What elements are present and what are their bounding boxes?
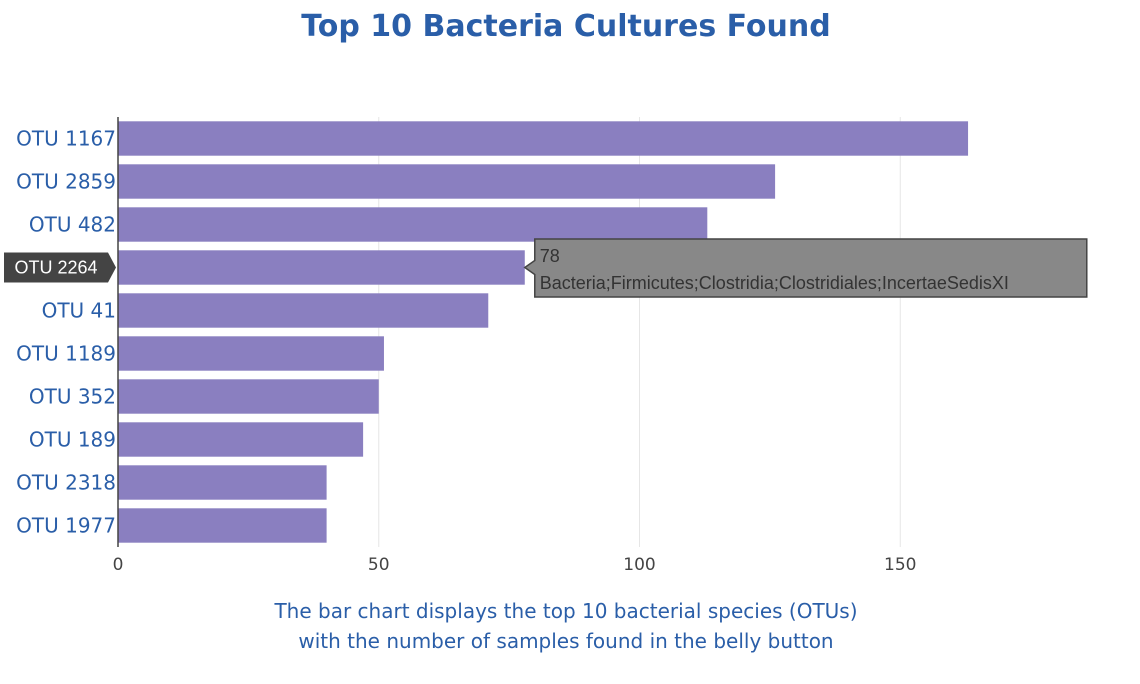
y-tick-label: OTU 189	[29, 428, 116, 452]
bar[interactable]	[118, 465, 327, 500]
chart-title: Top 10 Bacteria Cultures Found	[301, 9, 830, 44]
bar[interactable]	[118, 250, 525, 285]
y-tick-label: OTU 352	[29, 385, 116, 409]
y-tick-label: OTU 482	[29, 213, 116, 237]
bar[interactable]	[118, 336, 384, 371]
bars	[118, 121, 969, 543]
y-tick-labels: OTU 1167 OTU 2859 OTU 482 OTU 41 OTU 1189 OTU…	[16, 127, 116, 538]
bar[interactable]	[118, 422, 364, 457]
hover-category-label: OTU 2264	[14, 258, 97, 278]
x-tick-labels: 0 50 100 150	[113, 555, 917, 575]
bar[interactable]	[118, 508, 327, 543]
x-tick-label: 100	[623, 555, 655, 575]
caption-line-1: The bar chart displays the top 10 bacter…	[273, 599, 857, 623]
caption-line-2: with the number of samples found in the …	[298, 629, 833, 653]
bar[interactable]	[118, 164, 776, 199]
bar[interactable]	[118, 379, 379, 414]
y-tick-label: OTU 2318	[16, 471, 116, 495]
tooltip-value: 78	[540, 246, 560, 266]
y-tick-label: OTU 1977	[16, 514, 116, 538]
x-tick-label: 50	[368, 555, 390, 575]
y-tick-label: OTU 1189	[16, 342, 116, 366]
bar[interactable]	[118, 293, 489, 328]
bar[interactable]	[118, 121, 969, 156]
x-tick-label: 0	[113, 555, 124, 575]
tooltip-box	[523, 238, 1088, 298]
chart-caption: The bar chart displays the top 10 bacter…	[273, 599, 857, 653]
y-tick-label: OTU 41	[42, 299, 116, 323]
y-tick-label: OTU 1167	[16, 127, 116, 151]
x-tick-label: 150	[884, 555, 916, 575]
tooltip-taxonomy: Bacteria;Firmicutes;Clostridia;Clostridi…	[540, 273, 1009, 293]
hover-overlay: OTU 2264 78 Bacteria;Firmicutes;Clostridia…	[4, 238, 1088, 298]
bar[interactable]	[118, 207, 708, 242]
y-tick-label: OTU 2859	[16, 170, 116, 194]
hover-category-label-bg	[4, 252, 116, 283]
